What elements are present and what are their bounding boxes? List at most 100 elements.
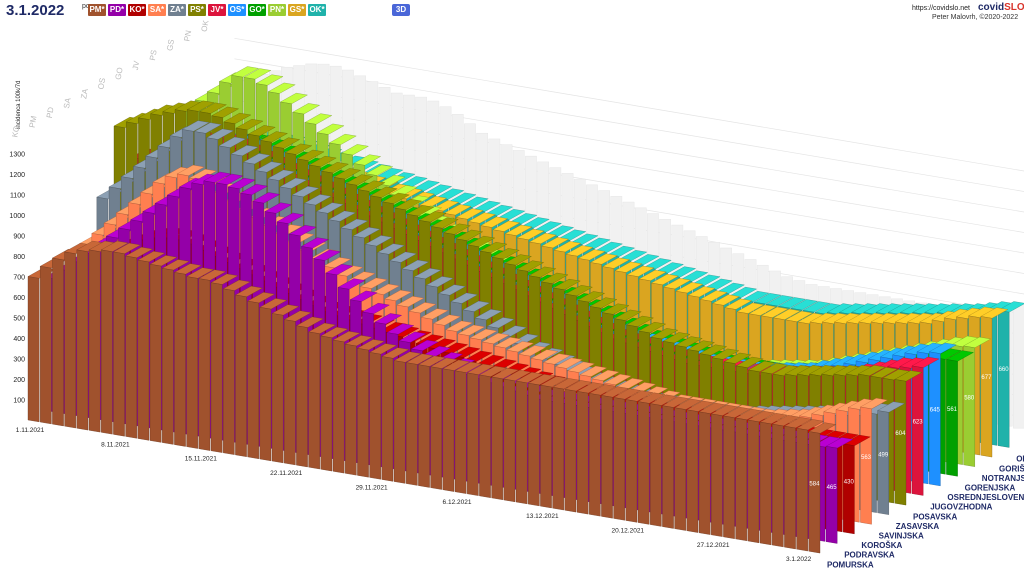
- site-url-link[interactable]: https://covidslo.net: [912, 5, 970, 12]
- bar: [911, 356, 940, 496]
- y-tick-label: 700: [13, 275, 25, 282]
- bar-front: [198, 278, 211, 451]
- bar: [198, 269, 227, 451]
- region-toggle-jv[interactable]: JV*: [208, 4, 226, 16]
- bar: [735, 408, 764, 541]
- region-toggle-pn[interactable]: PN*: [268, 4, 286, 16]
- series-name-label: OSREDNJESLOVENSKA: [947, 493, 1024, 502]
- series-name-label: OK: [1016, 455, 1024, 464]
- bar-front: [601, 395, 613, 519]
- bar: [825, 437, 854, 544]
- series-back-label: JV: [131, 59, 142, 70]
- region-toggle-pm[interactable]: PM*: [88, 4, 106, 16]
- last-value-label: 561: [947, 407, 958, 413]
- x-tick-label: 13.12.2021: [526, 513, 559, 520]
- bar-front: [860, 406, 872, 525]
- y-tick-label: 600: [13, 295, 25, 302]
- series-name-label: KOROŠKA: [861, 541, 902, 550]
- bar-front: [271, 313, 284, 464]
- region-toggle-ko[interactable]: KO*: [128, 4, 146, 16]
- bar-front: [113, 251, 125, 437]
- y-tick-label: 1200: [9, 172, 25, 179]
- series-name-label: JUGOVZHODNA: [930, 503, 992, 512]
- bar: [894, 370, 923, 506]
- region-toggle-za[interactable]: ZA*: [168, 4, 186, 16]
- bar-front: [442, 368, 455, 492]
- bar: [771, 415, 800, 548]
- bar: [405, 353, 434, 486]
- bar: [295, 316, 324, 468]
- bar: [369, 343, 398, 480]
- bar-front: [576, 391, 589, 515]
- bar: [149, 255, 178, 443]
- last-value-label: 645: [930, 407, 941, 413]
- bar-front: [963, 345, 975, 467]
- last-value-label: 677: [981, 375, 992, 381]
- region-toggle-pd[interactable]: PD*: [108, 4, 126, 16]
- series-name-label: POMURSKA: [827, 560, 874, 569]
- bar: [722, 406, 751, 539]
- bar: [686, 400, 715, 533]
- bar: [928, 342, 957, 487]
- bar-front: [772, 423, 784, 548]
- region-toggle-ok[interactable]: OK*: [308, 4, 326, 16]
- x-tick-label: 20.12.2021: [612, 527, 645, 534]
- bar-front: [149, 263, 162, 443]
- y-tick-label: 800: [13, 254, 25, 261]
- bar: [576, 382, 605, 515]
- last-value-label: 660: [999, 367, 1010, 373]
- toggle-3d-button[interactable]: 3D: [392, 4, 410, 16]
- bar: [588, 384, 617, 517]
- bar-front: [223, 288, 235, 455]
- bar-front: [88, 249, 101, 433]
- bar: [283, 310, 312, 466]
- bar-front: [637, 401, 650, 525]
- region-toggle-go[interactable]: GO*: [248, 4, 266, 16]
- bar: [234, 285, 263, 457]
- bar: [442, 359, 471, 492]
- series-back-label: ZA: [79, 87, 90, 99]
- author-credit: Peter Malovrh, ©2020-2022: [932, 14, 1019, 21]
- bar: [137, 251, 166, 441]
- bar: [320, 326, 349, 472]
- bar-front: [162, 268, 174, 445]
- bar-front: [503, 378, 516, 503]
- bar-front: [137, 259, 150, 441]
- bar: [600, 386, 629, 519]
- bar-front: [808, 431, 821, 554]
- bar-front: [259, 307, 272, 462]
- bar-front: [825, 446, 838, 544]
- region-toggle-gs[interactable]: GS*: [288, 4, 306, 16]
- bar: [222, 279, 251, 455]
- bar-front: [723, 415, 735, 539]
- x-tick-label: 29.11.2021: [356, 484, 388, 491]
- bar-front: [686, 409, 699, 533]
- bars: 660 677 580 561 645 623 604 499 563 430 465 584: [27, 66, 1024, 554]
- bar: [125, 247, 154, 439]
- bar-front: [711, 413, 723, 537]
- bar-front: [589, 393, 601, 517]
- region-toggle-os[interactable]: OS*: [228, 4, 246, 16]
- ghost-bar: [1013, 304, 1024, 429]
- bar-front: [491, 376, 503, 500]
- bar-front: [247, 300, 259, 459]
- y-tick-label: 300: [13, 357, 25, 364]
- bar-front: [454, 370, 467, 494]
- series-back-label: OS: [96, 77, 107, 90]
- header-date: 3.1.2022: [6, 2, 65, 19]
- series-back-label: GS: [165, 39, 176, 52]
- last-value-label: 584: [809, 481, 820, 487]
- region-toggle-sa[interactable]: SA*: [148, 4, 166, 16]
- bar-front: [894, 379, 907, 506]
- bar: [527, 374, 556, 507]
- bar: [259, 298, 288, 462]
- bar-front: [747, 419, 760, 544]
- bar: [698, 402, 727, 535]
- bar: [393, 351, 422, 484]
- bar-front: [552, 386, 564, 511]
- gridline: [234, 58, 1024, 192]
- bar: [625, 390, 654, 523]
- region-toggle-ps[interactable]: PS*: [188, 4, 206, 16]
- x-tick-label: 6.12.2021: [443, 499, 472, 506]
